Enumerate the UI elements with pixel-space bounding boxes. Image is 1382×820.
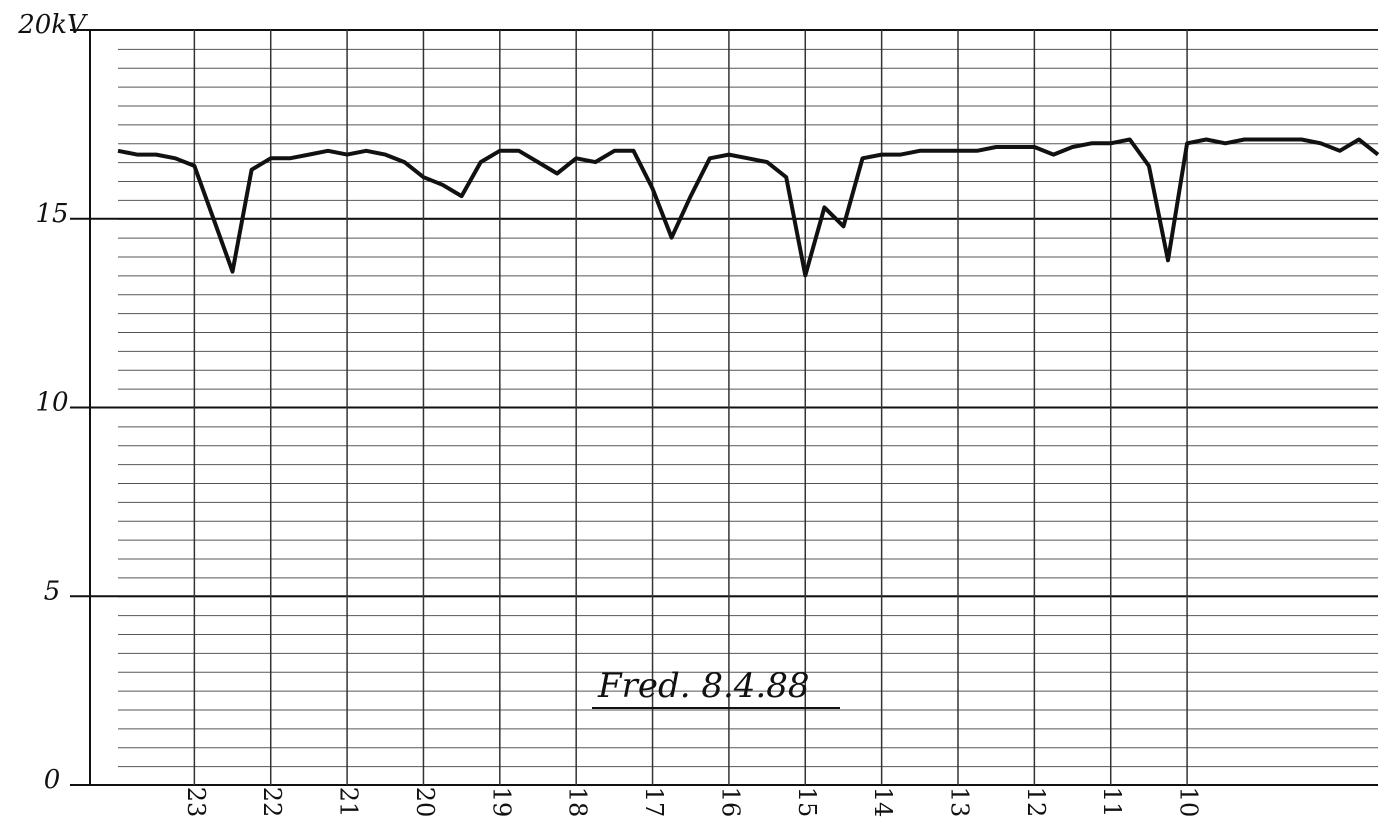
y-tick-label: 5 [44,576,61,606]
x-tick-label: 21 [335,787,363,818]
x-tick-label: 10 [1175,787,1203,818]
line [117,137,1380,278]
x-tick-label: 23 [182,787,210,818]
x-tick-label: 18 [564,787,592,818]
y-tick-label: 15 [35,199,68,229]
x-tick-label: 12 [1022,787,1050,818]
x-tick-label: 19 [487,787,515,818]
y-tick-label: 0 [44,765,61,795]
y-tick-label: 10 [35,388,68,418]
x-tick-label: 15 [793,787,821,818]
x-tick-label: 14 [869,787,897,818]
x-tick-label: 16 [716,787,744,818]
x-tick-label: 17 [640,787,668,818]
y-tick-label: 20kV [17,10,88,40]
annotation: Fred. 8.4.88 [597,666,810,706]
x-tick-label: 20 [411,787,439,818]
x-tick-label: 11 [1098,787,1126,818]
x-tick-label: 13 [946,787,974,818]
x-tick-label: 22 [258,787,286,818]
